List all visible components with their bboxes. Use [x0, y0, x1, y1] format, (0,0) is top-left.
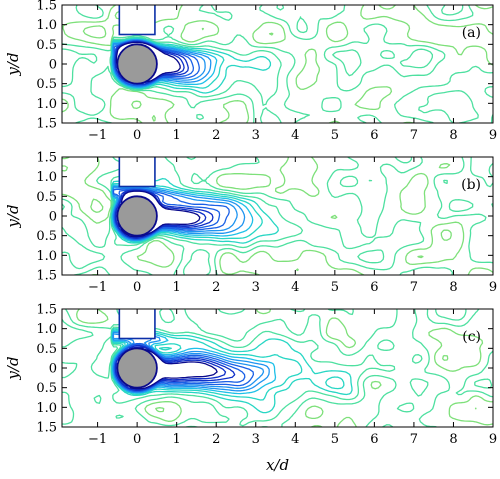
cylinder: [116, 347, 158, 389]
x-axis-title: x/d: [266, 456, 289, 474]
x-tick-label: 7: [410, 280, 418, 295]
y-tick-label: 0: [49, 362, 57, 377]
x-tick-label: 7: [410, 432, 418, 447]
cylinder: [116, 43, 158, 85]
x-tick-label: 4: [291, 128, 299, 143]
x-tick-label: 1: [173, 432, 181, 447]
y-tick-label: 1.5: [36, 269, 57, 284]
y-tick-label: 0: [49, 210, 57, 225]
x-tick-label: −1: [88, 128, 107, 143]
y-tick-label: 0.5: [36, 229, 57, 244]
x-tick-label: 2: [212, 128, 220, 143]
x-tick-label: 6: [370, 280, 378, 295]
x-tick-label: 3: [252, 280, 260, 295]
x-tick-label: 1: [173, 128, 181, 143]
y-tick-label: 1.5: [36, 151, 57, 166]
x-tick-label: 9: [489, 128, 497, 143]
y-tick-label: 0: [49, 58, 57, 73]
x-tick-label: 5: [331, 280, 339, 295]
y-tick-label: 1.0: [36, 170, 57, 185]
x-tick-label: 8: [449, 128, 457, 143]
contour-field-1: [62, 5, 493, 123]
panel-label: (b): [461, 177, 481, 193]
x-tick-label: 3: [252, 432, 260, 447]
x-tick-label: 0: [133, 280, 141, 295]
contour-line: [62, 5, 493, 123]
contour-line: [62, 309, 493, 427]
y-tick-label: 0.5: [36, 381, 57, 396]
x-tick-label: 9: [489, 432, 497, 447]
y-tick-label: 1.5: [36, 421, 57, 436]
y-tick-label: 1.5: [36, 117, 57, 132]
x-tick-label: 9: [489, 280, 497, 295]
y-tick-label: 1.0: [36, 401, 57, 416]
x-tick-label: 7: [410, 128, 418, 143]
panel-label: (c): [462, 329, 481, 345]
y-tick-label: 1.0: [36, 18, 57, 33]
x-tick-label: 1: [173, 280, 181, 295]
x-tick-label: 0: [133, 128, 141, 143]
y-tick-label: 1.0: [36, 249, 57, 264]
x-tick-label: −1: [88, 432, 107, 447]
contour-line: [62, 157, 452, 259]
x-tick-label: 5: [331, 432, 339, 447]
x-tick-label: 0: [133, 432, 141, 447]
y-tick-label: 0.5: [36, 190, 57, 205]
panel-label: (a): [462, 25, 481, 41]
x-tick-label: −1: [88, 280, 107, 295]
y-tick-label: 1.0: [36, 97, 57, 112]
y-axis-title: y/d: [4, 52, 22, 76]
x-tick-label: 4: [291, 280, 299, 295]
y-tick-label: 0.5: [36, 38, 57, 53]
x-tick-label: 3: [252, 128, 260, 143]
x-tick-label: 6: [370, 128, 378, 143]
x-tick-label: 4: [291, 432, 299, 447]
y-axis-title: y/d: [4, 356, 22, 380]
y-tick-label: 0.5: [36, 77, 57, 92]
y-axis-title: y/d: [4, 204, 22, 228]
x-tick-label: 8: [449, 280, 457, 295]
x-tick-label: 2: [212, 280, 220, 295]
x-tick-label: 5: [331, 128, 339, 143]
x-tick-label: 2: [212, 432, 220, 447]
x-tick-label: 8: [449, 432, 457, 447]
contour-field-2: [62, 157, 493, 275]
y-tick-label: 1.5: [36, 0, 57, 14]
contour-line: [155, 354, 449, 413]
x-tick-label: 6: [370, 432, 378, 447]
contour-field-3: [62, 309, 493, 427]
y-tick-label: 0.5: [36, 342, 57, 357]
y-tick-label: 1.5: [36, 303, 57, 318]
y-tick-label: 1.0: [36, 322, 57, 337]
cylinder: [116, 195, 158, 237]
